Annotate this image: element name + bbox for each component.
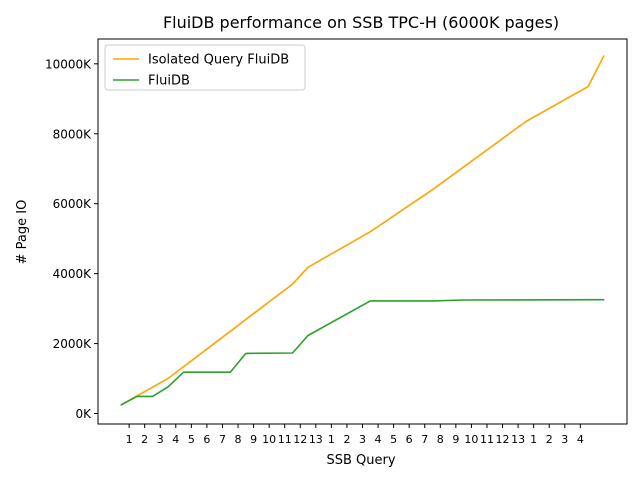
y-tick-label: 8000K [53, 127, 93, 141]
x-tick-label: 3 [561, 433, 568, 446]
legend-box [104, 44, 306, 91]
legend: Isolated Query FluiDB FluiDB [104, 44, 306, 91]
x-tick-label: 8 [437, 433, 444, 446]
x-tick-label: 13 [511, 433, 525, 446]
x-tick-label: 7 [421, 433, 428, 446]
x-tick-label: 2 [141, 433, 148, 446]
x-tick-label: 1 [328, 433, 335, 446]
x-tick-label: 1 [126, 433, 133, 446]
x-tick-label: 6 [406, 433, 413, 446]
x-tick-label: 5 [390, 433, 397, 446]
x-tick-label: 13 [309, 433, 323, 446]
x-tick-label: 2 [546, 433, 553, 446]
x-tick-label: 12 [496, 433, 510, 446]
x-tick-label: 11 [480, 433, 494, 446]
x-tick-label: 9 [250, 433, 257, 446]
x-tick-label: 10 [262, 433, 276, 446]
legend-label: FluiDB [148, 74, 190, 89]
x-tick-label: 11 [278, 433, 292, 446]
y-tick-label: 0K [75, 407, 92, 421]
x-tick-label: 2 [343, 433, 350, 446]
plot-frame [97, 38, 628, 425]
x-tick-label: 12 [293, 433, 307, 446]
y-tick-label: 10000K [45, 57, 92, 71]
x-tick-label: 3 [359, 433, 366, 446]
x-tick-label: 8 [235, 433, 242, 446]
x-tick-label: 10 [464, 433, 478, 446]
x-tick-label: 9 [452, 433, 459, 446]
x-tick-label: 1 [530, 433, 537, 446]
x-tick-label: 4 [577, 433, 584, 446]
series-line-1 [120, 55, 605, 406]
x-tick-label: 7 [219, 433, 226, 446]
x-axis-label: SSB Query [326, 453, 395, 468]
x-tick-label: 3 [157, 433, 164, 446]
x-tick-label: 4 [375, 433, 382, 446]
x-tick-label: 6 [203, 433, 210, 446]
series-line-2 [120, 298, 605, 406]
y-tick-label: 2000K [53, 337, 93, 351]
x-tick-label: 5 [188, 433, 195, 446]
x-tick-label: 4 [172, 433, 179, 446]
legend-label: Isolated Query FluiDB [148, 53, 289, 68]
y-tick-label: 6000K [53, 197, 93, 211]
plot-area: 1 2 3 4 5 6 7 8 9 10 11 12 13 1 2 3 4 5 6 7 8 9 10 11 12 13 1 2 3 40K… [45, 38, 628, 446]
y-tick-label: 4000K [53, 267, 93, 281]
chart-title: FluiDB performance on SSB TPC-H (6000K p… [163, 13, 559, 32]
y-axis-label: # Page IO [15, 200, 30, 265]
